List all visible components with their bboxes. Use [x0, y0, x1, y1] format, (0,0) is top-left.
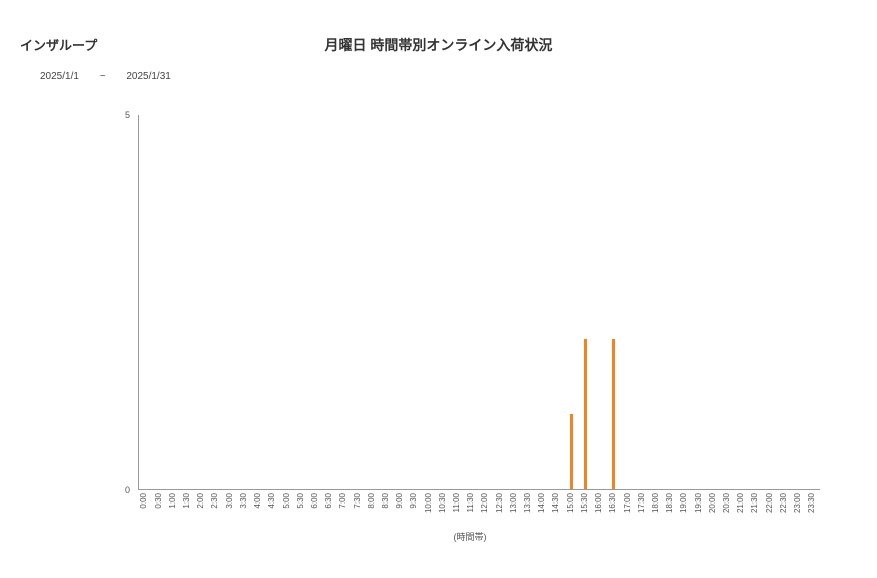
chart-title: 月曜日 時間帯別オンライン入荷状況	[20, 35, 857, 55]
x-tick-label: 3:30	[239, 493, 248, 509]
x-tick-label: 16:30	[608, 493, 617, 513]
x-tick-label: 23:30	[807, 493, 816, 513]
x-tick-label: 14:30	[551, 493, 560, 513]
plot-region	[138, 115, 820, 490]
bar	[612, 339, 615, 489]
x-tick-label: 6:00	[310, 493, 319, 509]
x-tick-label: 12:30	[495, 493, 504, 513]
x-tick-label: 13:30	[523, 493, 532, 513]
date-end: 2025/1/31	[126, 71, 171, 82]
x-tick-label: 0:00	[139, 493, 148, 509]
chart-container: (時間帯) 050:000:301:001:302:002:303:003:30…	[120, 115, 820, 490]
x-tick-label: 13:00	[509, 493, 518, 513]
y-tick-label: 0	[110, 485, 130, 495]
x-tick-label: 15:00	[566, 493, 575, 513]
x-tick-label: 9:00	[395, 493, 404, 509]
x-tick-label: 21:30	[750, 493, 759, 513]
x-tick-label: 19:30	[694, 493, 703, 513]
x-tick-label: 22:30	[779, 493, 788, 513]
x-tick-label: 1:30	[182, 493, 191, 509]
x-tick-label: 14:00	[537, 493, 546, 513]
date-range: 2025/1/1 ~ 2025/1/31	[40, 71, 857, 82]
x-tick-label: 2:30	[210, 493, 219, 509]
x-tick-label: 16:00	[594, 493, 603, 513]
x-tick-label: 7:00	[338, 493, 347, 509]
x-tick-label: 5:00	[282, 493, 291, 509]
brand-label: インザループ	[20, 35, 97, 54]
x-tick-label: 0:30	[154, 493, 163, 509]
date-separator: ~	[100, 71, 106, 82]
x-tick-label: 15:30	[580, 493, 589, 513]
x-tick-label: 17:30	[637, 493, 646, 513]
x-tick-label: 6:30	[324, 493, 333, 509]
x-axis-label: (時間帯)	[120, 530, 820, 543]
x-tick-label: 9:30	[409, 493, 418, 509]
x-tick-label: 8:30	[381, 493, 390, 509]
x-tick-label: 12:00	[480, 493, 489, 513]
x-tick-label: 22:00	[765, 493, 774, 513]
x-tick-label: 4:30	[267, 493, 276, 509]
x-tick-label: 21:00	[736, 493, 745, 513]
x-tick-label: 23:00	[793, 493, 802, 513]
x-tick-label: 2:00	[196, 493, 205, 509]
x-tick-label: 3:00	[225, 493, 234, 509]
x-tick-label: 5:30	[296, 493, 305, 509]
x-tick-label: 4:00	[253, 493, 262, 509]
bar	[570, 414, 573, 489]
x-tick-label: 20:00	[708, 493, 717, 513]
date-start: 2025/1/1	[40, 71, 79, 82]
y-tick-label: 5	[110, 110, 130, 120]
x-tick-label: 11:30	[466, 493, 475, 512]
bar	[584, 339, 587, 489]
x-tick-label: 20:30	[722, 493, 731, 513]
x-tick-label: 18:00	[651, 493, 660, 513]
x-tick-label: 8:00	[367, 493, 376, 509]
x-tick-label: 18:30	[665, 493, 674, 513]
x-tick-label: 1:00	[168, 493, 177, 509]
x-tick-label: 7:30	[353, 493, 362, 509]
x-tick-label: 11:00	[452, 493, 461, 512]
x-tick-label: 10:30	[438, 493, 447, 513]
x-tick-label: 17:00	[623, 493, 632, 513]
x-tick-label: 19:00	[679, 493, 688, 513]
x-tick-label: 10:00	[424, 493, 433, 513]
